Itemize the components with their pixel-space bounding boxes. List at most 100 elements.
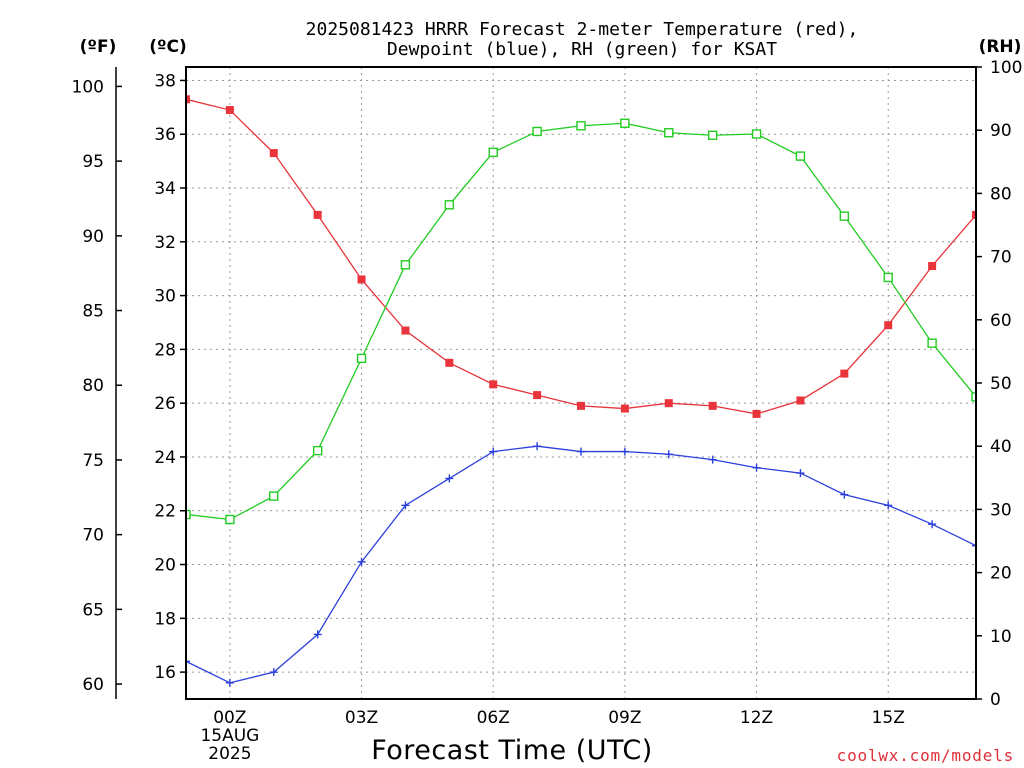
rh-unit-label: (RH)	[979, 37, 1022, 57]
dewpoint-point	[533, 442, 542, 451]
rh-point	[225, 514, 235, 525]
rh-point	[664, 128, 674, 138]
dewpoint-line	[186, 445, 976, 684]
rh-point	[400, 260, 411, 270]
dewpoint-point	[577, 447, 585, 456]
rh-point	[356, 353, 367, 364]
celsius-tick-label: 36	[154, 125, 176, 145]
x-tick-label: 03Z	[345, 708, 378, 728]
rh-tick-label: 20	[990, 564, 1012, 584]
celsius-unit-label: (ºC)	[149, 37, 187, 57]
temperature-point	[928, 262, 937, 271]
celsius-tick-label: 34	[154, 179, 176, 199]
dewpoint-point	[620, 447, 629, 456]
dewpoint-point	[796, 469, 805, 478]
temperature-point	[225, 106, 234, 115]
rh-point	[620, 118, 630, 128]
celsius-tick-label: 28	[154, 340, 176, 360]
rh-tick-label: 40	[990, 437, 1012, 457]
chart-title-line-1: 2025081423 HRRR Forecast 2-meter Tempera…	[306, 19, 859, 40]
rh-line	[186, 122, 976, 521]
rh-tick-label: 30	[990, 500, 1012, 520]
dewpoint-point	[186, 657, 190, 666]
x-tick-label: 06Z	[477, 708, 510, 728]
fahrenheit-tick-label: 70	[82, 526, 104, 546]
x-tick-label: 15Z	[872, 708, 905, 728]
credit-text: coolwx.com/models	[837, 746, 1014, 765]
dewpoint-point	[313, 630, 322, 639]
fahrenheit-tick-label: 95	[82, 152, 104, 172]
dewpoint-series	[186, 442, 976, 687]
celsius-tick-label: 16	[154, 663, 176, 683]
celsius-tick-label: 26	[154, 394, 176, 414]
x-tick-label: 09Z	[608, 708, 641, 728]
chart-title-line-2: Dewpoint (blue), RH (green) for KSAT	[387, 39, 777, 60]
dewpoint-point	[489, 447, 498, 456]
fahrenheit-tick-label: 90	[82, 227, 104, 247]
temperature-point	[796, 396, 805, 405]
celsius-tick-label: 30	[154, 287, 176, 307]
rh-point	[576, 121, 586, 131]
temperature-point	[401, 326, 410, 335]
temperature-series	[186, 95, 976, 418]
dewpoint-point	[225, 678, 234, 687]
temperature-point	[489, 380, 498, 389]
fahrenheit-tick-label: 75	[82, 451, 104, 471]
rh-point	[186, 509, 191, 520]
x-tick-label: 00Z	[213, 708, 246, 728]
temperature-point	[972, 210, 976, 219]
temperature-point	[577, 401, 585, 410]
dewpoint-point	[664, 450, 673, 459]
rh-tick-label: 100	[990, 58, 1022, 78]
celsius-tick-label: 38	[154, 71, 176, 91]
rh-series	[186, 118, 976, 525]
rh-point	[444, 200, 455, 210]
temperature-point	[708, 401, 717, 410]
fahrenheit-tick-label: 85	[82, 302, 104, 322]
rh-tick-label: 70	[990, 248, 1012, 268]
rh-point	[312, 445, 323, 456]
rh-point	[269, 491, 279, 501]
dewpoint-point	[884, 501, 893, 510]
rh-tick-label: 0	[990, 690, 1001, 710]
temperature-point	[533, 391, 542, 400]
temperature-point	[313, 210, 322, 219]
rh-tick-label: 10	[990, 627, 1012, 647]
fahrenheit-tick-label: 80	[82, 376, 104, 396]
x-tick-label: 15AUG	[200, 726, 259, 746]
celsius-tick-label: 20	[154, 556, 176, 576]
x-tick-label: 12Z	[740, 708, 773, 728]
temperature-point	[445, 358, 454, 367]
rh-point	[927, 338, 937, 348]
dewpoint-point	[401, 501, 410, 510]
fahrenheit-tick-label: 60	[82, 675, 104, 695]
dewpoint-point	[708, 455, 717, 464]
rh-point	[971, 392, 976, 402]
celsius-tick-label: 22	[154, 502, 176, 522]
rh-point	[795, 151, 806, 161]
fahrenheit-tick-label: 100	[72, 77, 104, 97]
dewpoint-point	[357, 557, 366, 566]
temperature-point	[752, 409, 761, 418]
rh-tick-label: 50	[990, 374, 1012, 394]
dewpoint-point	[269, 668, 278, 677]
dewpoint-point	[972, 541, 976, 550]
dewpoint-point	[928, 520, 937, 529]
dewpoint-point	[752, 463, 761, 472]
fahrenheit-unit-label: (ºF)	[80, 37, 117, 57]
temperature-point	[664, 399, 673, 408]
x-tick-label: 2025	[208, 744, 251, 764]
rh-point	[488, 147, 498, 158]
rh-point	[751, 129, 762, 139]
rh-tick-label: 90	[990, 121, 1012, 141]
temperature-point	[840, 369, 849, 378]
rh-point	[839, 211, 850, 221]
celsius-tick-label: 24	[154, 448, 176, 468]
temperature-point	[269, 149, 278, 158]
temperature-line	[186, 98, 976, 415]
dewpoint-point	[840, 490, 849, 499]
dewpoint-point	[445, 474, 454, 483]
rh-point	[883, 272, 893, 283]
